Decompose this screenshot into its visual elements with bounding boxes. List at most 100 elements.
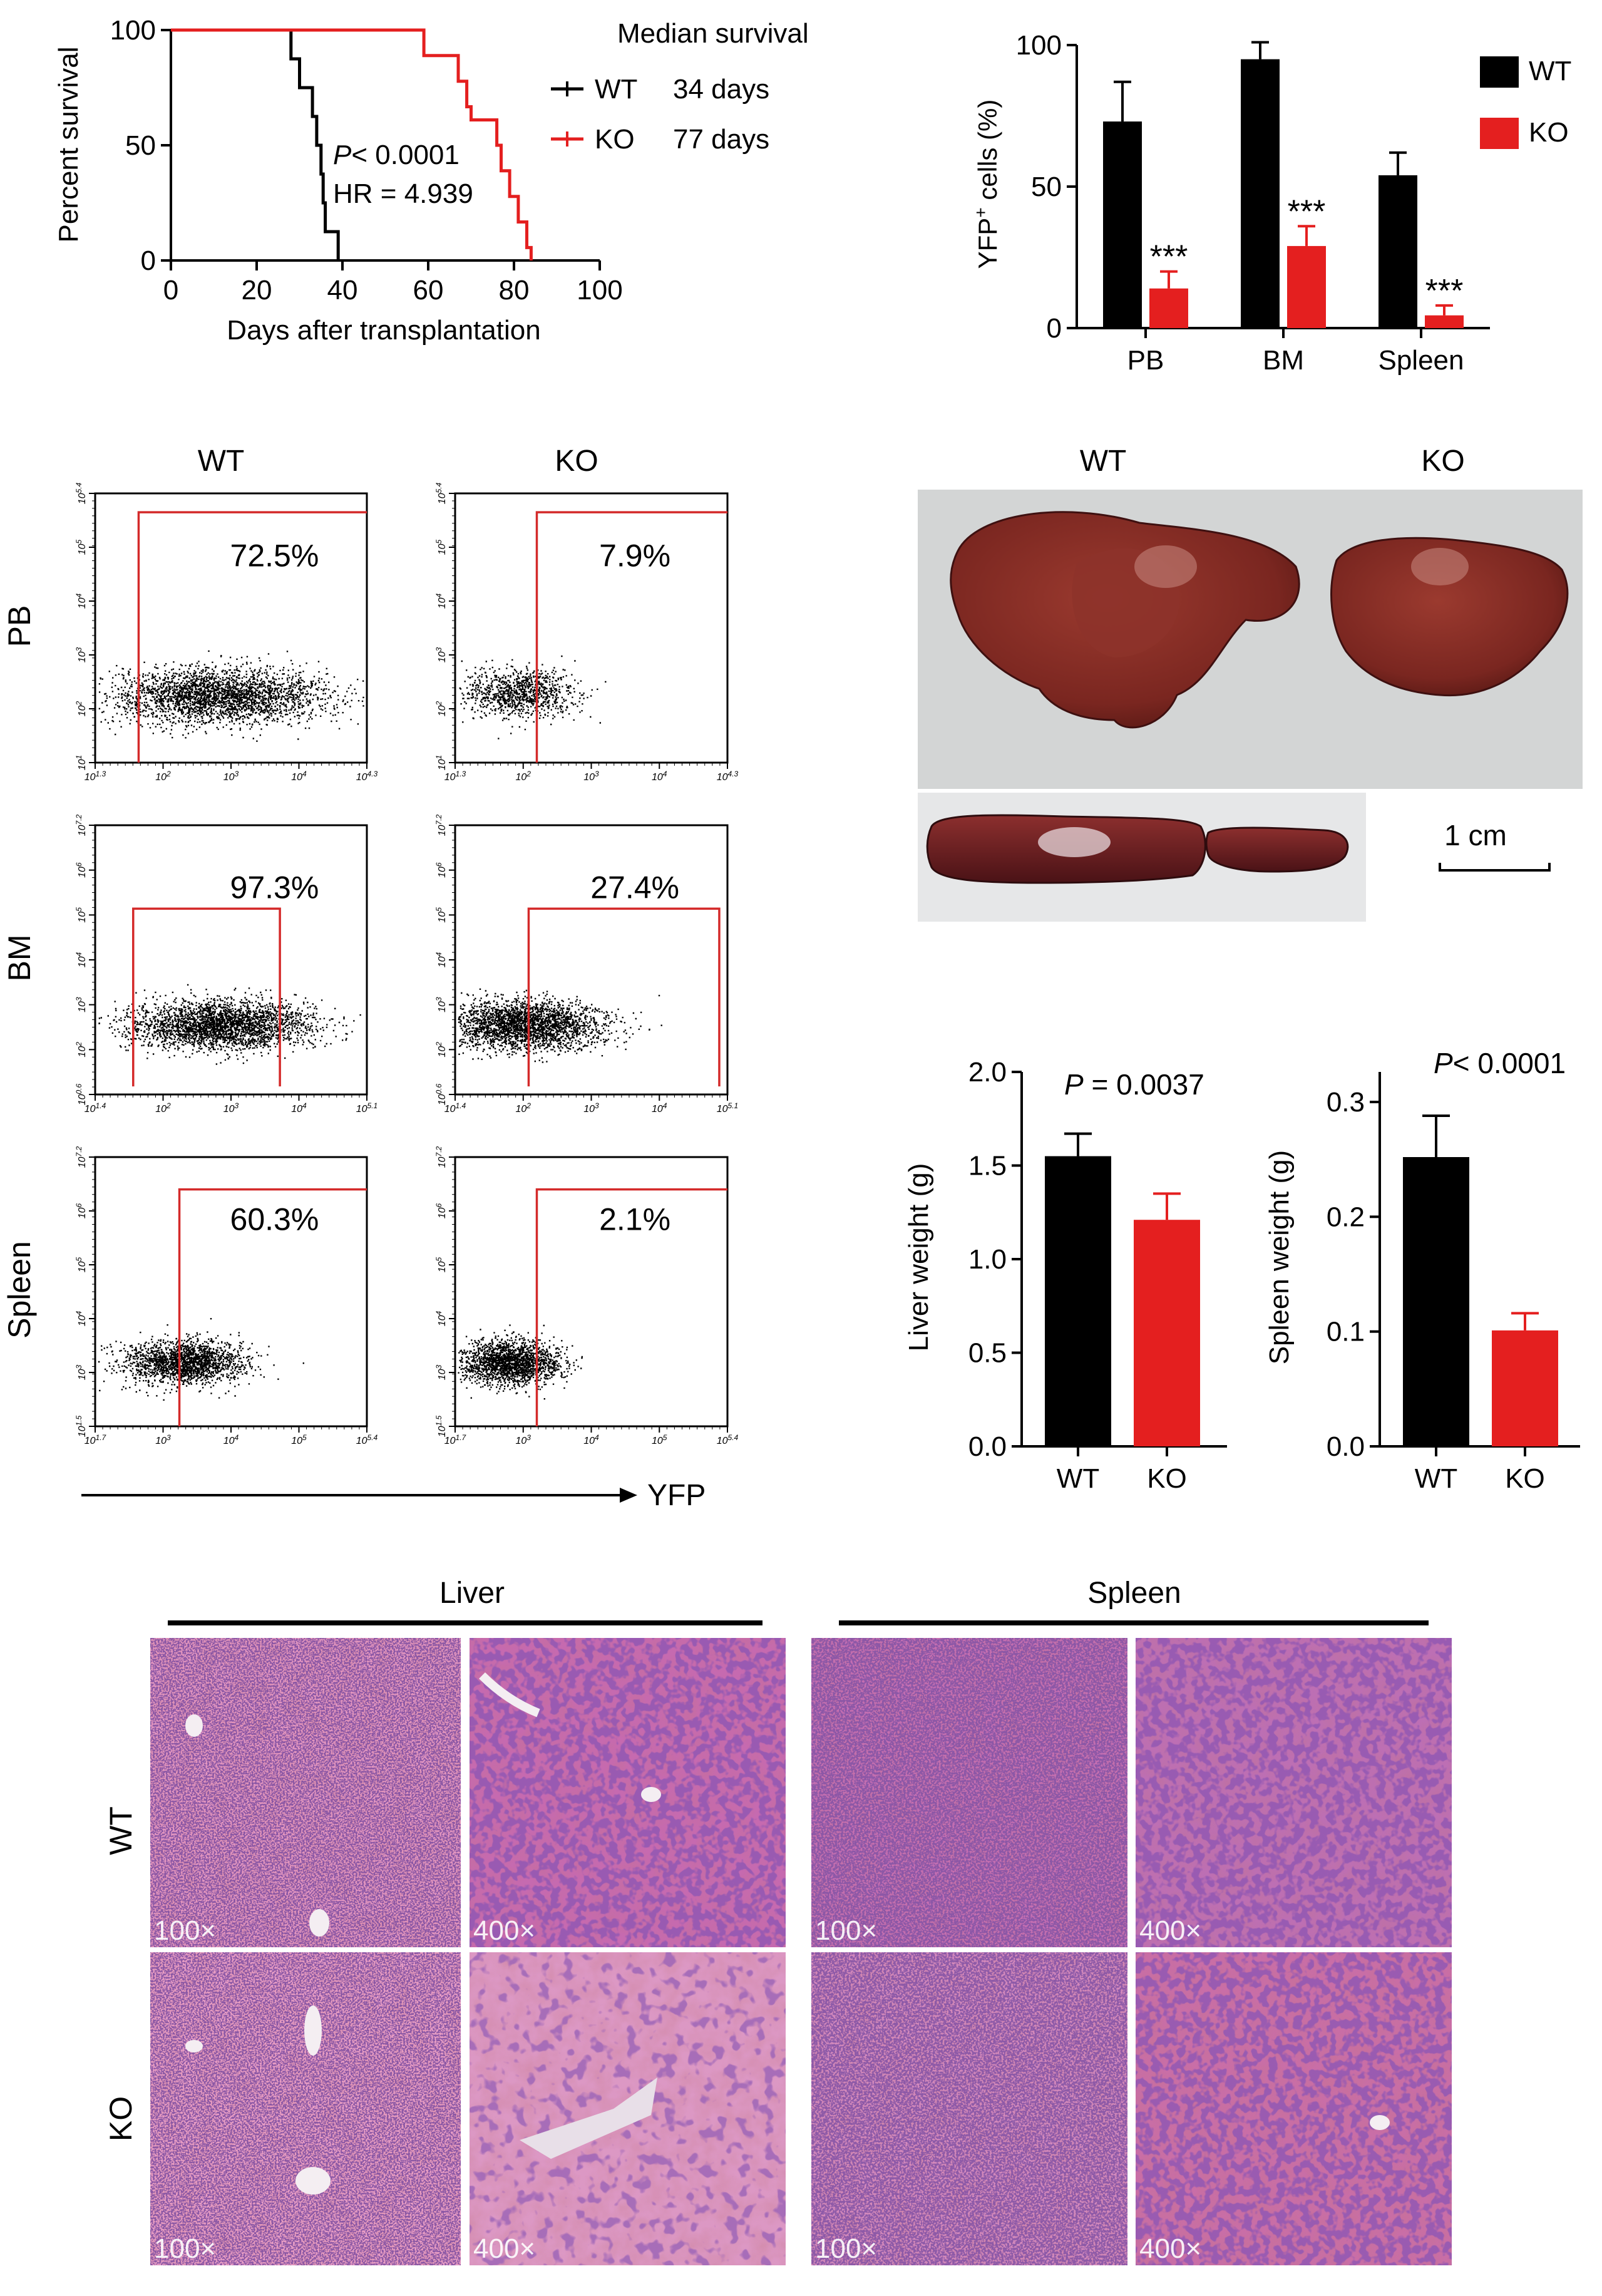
histology-row-label-ko: KO [103,2096,138,2141]
flow-xtick-exp: 1.3 [456,770,466,778]
histology-magnification-label: 100× [154,2233,216,2264]
flow-plot-ko-bm: 27.4%101.4 102 103 104 105.1100.610210310410… [434,814,738,1115]
flow-ytick-exp: 3 [74,1364,83,1369]
histology-vessel [295,2167,331,2195]
liver-ytick-label: 1.5 [968,1151,1007,1181]
flow-gate-percent: 72.5% [230,538,319,574]
flow-ytick-base: 10 [437,1156,448,1168]
histology-tile-nuclei [150,1952,461,2265]
yfp-bar-chart: YFP+ cells (%) 0 50 100 PB *** BM *** Spleen ***… [971,30,1571,376]
flow-ytick-label: 106 [74,862,88,878]
flow-ytick-exp: 1 [74,755,83,759]
flow-xtick-base: 10 [291,1104,302,1115]
flow-xtick-base: 10 [516,772,527,783]
flow-xtick-base: 10 [516,1104,527,1115]
survival-xtick-label: 80 [499,275,530,306]
flow-xtick-exp: 3 [595,770,599,778]
yfp-significance-label: *** [1425,273,1464,309]
legend-ko: KO 77 days [551,124,769,155]
spleen-ytick-label: 0.2 [1327,1202,1365,1232]
flow-xtick-exp: 3 [235,1101,239,1110]
flow-xtick-exp: 4.3 [728,770,739,778]
flow-xtick-label: 104.3 [717,770,739,783]
flow-ytick-base: 10 [437,1094,448,1105]
flow-ytick-base: 10 [437,956,448,967]
flow-xtick-exp: 5 [302,1433,307,1442]
flow-plot-frame [454,824,729,1096]
histology-tile-wt-spleen-100x: 100× [811,1638,1127,1947]
flow-ytick-exp: 0.6 [74,1083,83,1094]
liver-bar-wt [1045,1156,1111,1446]
flow-ytick-label: 102 [434,1042,448,1058]
flow-ytick-exp: 7.2 [434,814,443,825]
flow-ytick-exp: 2 [74,1042,83,1047]
flow-dot-cloud [458,988,662,1063]
flow-ytick-base: 10 [77,1001,88,1012]
histology-vessel [185,2040,203,2052]
survival-p-prefix: P [333,140,352,170]
flow-ytick-base: 10 [77,543,88,555]
yfp-legend-wt-swatch [1480,56,1519,88]
flow-ytick-label: 105 [74,907,88,923]
histology-vessel [309,1909,329,1937]
flow-ytick-label: 107.2 [434,1146,448,1168]
flow-ytick-exp: 2 [434,701,443,706]
histology-group-spleen: Spleen [1087,1577,1181,1610]
liver-bar-ko [1134,1220,1200,1446]
flow-xtick-label: 101.7 [85,1433,107,1446]
flow-row-label-pb: PB [2,605,37,647]
yfp-category-label: BM [1263,345,1304,376]
organ-col-label-ko: KO [1421,445,1464,478]
flow-xtick-exp: 3 [235,770,239,778]
histology-vessel [641,1787,661,1802]
flow-ytick-base: 10 [77,1315,88,1326]
flow-xtick-base: 10 [155,1436,167,1446]
histology-vessel [185,1714,203,1737]
flow-ytick-label: 104 [434,1310,448,1326]
flow-xtick-label: 101.3 [85,770,106,783]
histology-tile-wt-spleen-400x: 400× [1136,1638,1452,1947]
flow-plot-ko-pb: 7.9%101.3 102 103 104 104.310110210310410510… [434,482,739,783]
flow-ytick-label: 105 [434,907,448,923]
flow-row-label-spleen: Spleen [2,1241,37,1339]
flow-ytick-exp: 5 [434,539,443,543]
liver-ytick-label: 0.0 [968,1431,1007,1462]
flow-ytick-base: 10 [437,493,448,504]
histology-tile-ko-liver-400x: 400× [470,1952,786,2265]
flow-ytick-exp: 3 [74,997,83,1001]
yfp-bar-wt [1379,175,1417,328]
flow-xtick-base: 10 [717,1436,728,1446]
flow-xtick-label: 105 [291,1433,307,1446]
flow-xtick-label: 102 [155,1101,171,1115]
flow-xtick-base: 10 [85,1436,96,1446]
flow-xtick-exp: 1.4 [456,1101,466,1110]
histology-tile-ko-liver-100x: 100× [150,1952,461,2265]
flow-xtick-label: 103 [516,1433,531,1446]
survival-p-text: < 0.0001 [351,140,460,170]
yfp-axis-label: YFP [647,1479,706,1512]
flow-ytick-exp: 4 [434,952,443,956]
flow-ytick-base: 10 [77,705,88,716]
spleen-wt-pale-spot [1038,827,1111,857]
flow-xtick-exp: 4 [302,770,307,778]
flow-xtick-base: 10 [583,1436,595,1446]
yfp-bar-ko [1149,288,1188,328]
survival-hr: HR = 4.939 [333,178,473,209]
flow-ytick-label: 100.6 [74,1083,88,1105]
flow-gate [527,907,721,1087]
flow-xtick-exp: 1.7 [96,1433,107,1442]
flow-xtick-base: 10 [85,1104,96,1115]
flow-xtick-label: 105.4 [717,1433,739,1446]
flow-xtick-label: 104 [652,1101,667,1115]
flow-ytick-base: 10 [437,1261,448,1272]
flow-ytick-label: 101.5 [74,1415,88,1437]
liver-ytick-label: 1.0 [968,1244,1007,1275]
flow-ytick-exp: 1.5 [434,1415,443,1426]
flow-ytick-base: 10 [77,651,88,662]
flow-ytick-base: 10 [77,1369,88,1380]
flow-plot-frame [94,492,368,764]
liver-p-prefix: P [1064,1068,1084,1101]
yfp-legend-ko-swatch [1480,118,1519,149]
flow-xtick-base: 10 [291,1436,302,1446]
flow-ytick-label: 106 [434,1203,448,1218]
